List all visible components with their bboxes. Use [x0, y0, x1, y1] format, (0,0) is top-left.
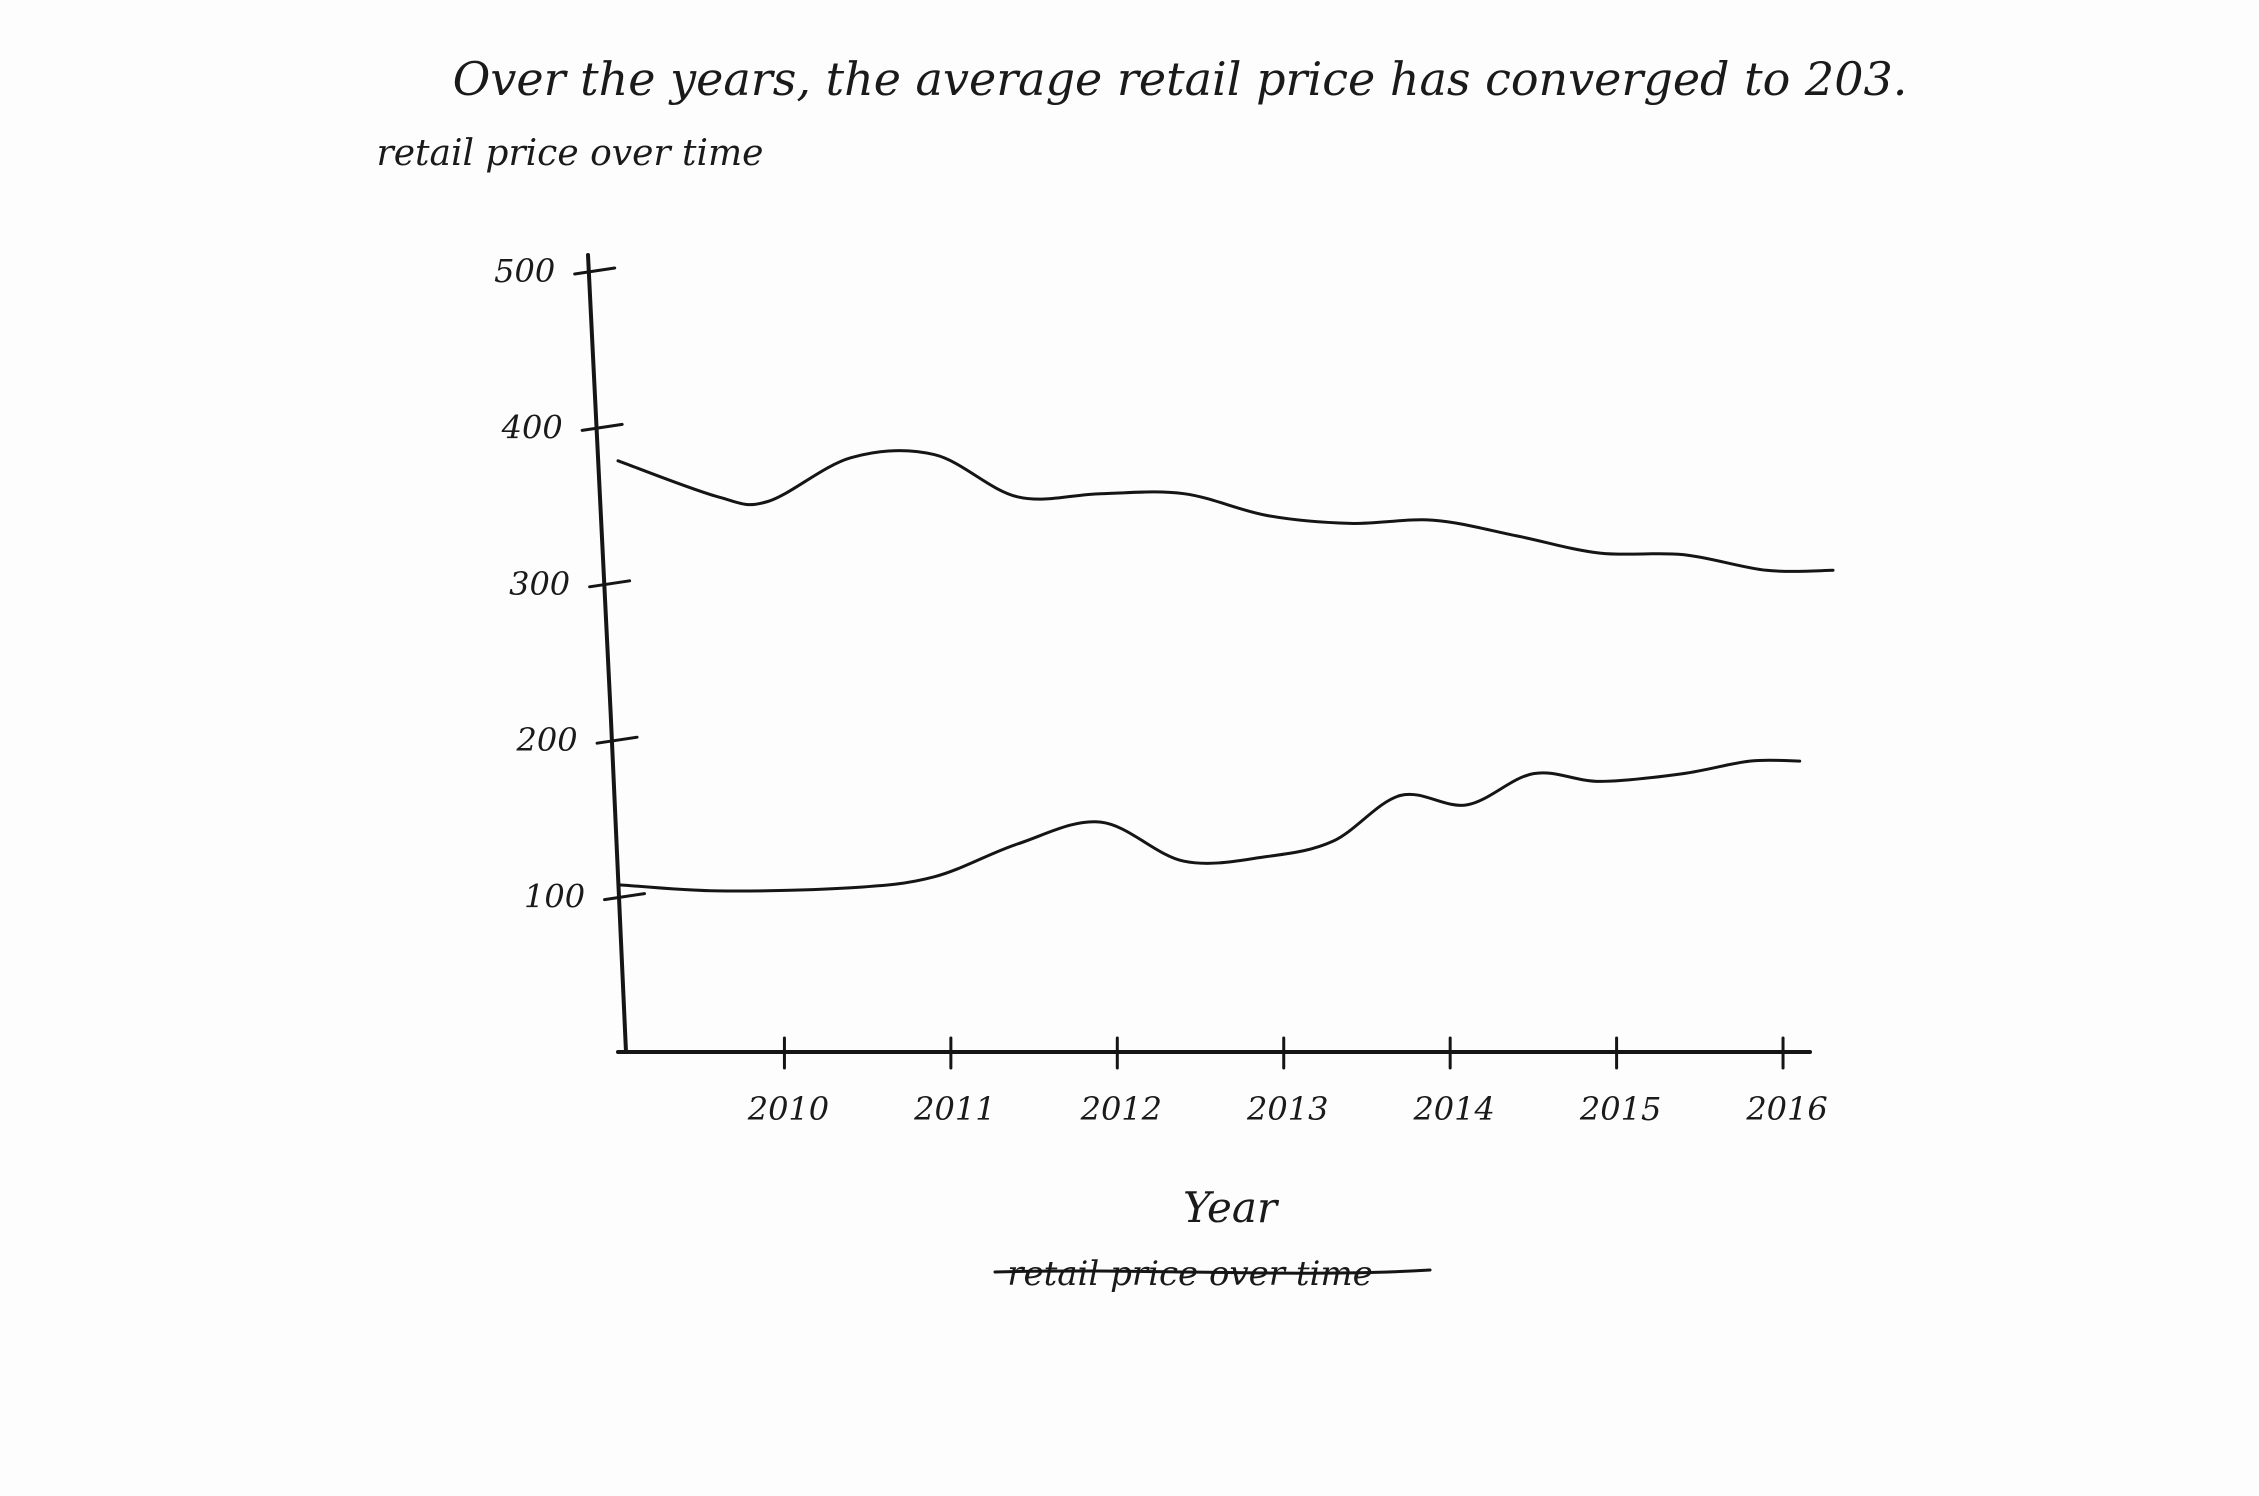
series-line-1 — [616, 449, 1835, 573]
y-tick-mark — [580, 422, 624, 432]
y-tick-label: 500 — [494, 252, 555, 290]
x-tick-label: 2014 — [1412, 1090, 1494, 1128]
x-tick-label: 2011 — [913, 1090, 995, 1128]
y-tick-mark — [588, 579, 632, 589]
y-tick-mark — [573, 266, 617, 276]
y-axis-line — [586, 253, 628, 1054]
x-tick-label: 2016 — [1745, 1090, 1827, 1128]
series-line-2 — [616, 758, 1802, 893]
chart-title: Over the years, the average retail price… — [453, 52, 1908, 106]
y-tick-label: 100 — [524, 878, 585, 916]
x-tick-label: 2013 — [1246, 1090, 1328, 1128]
x-tick-label: 2010 — [747, 1090, 829, 1128]
strike-through-line — [993, 1268, 1432, 1275]
y-tick-mark — [603, 892, 647, 902]
x-tick-label: 2012 — [1080, 1090, 1162, 1128]
x-tick-label: 2015 — [1579, 1090, 1661, 1128]
y-tick-label: 200 — [516, 721, 578, 759]
y-tick-label: 400 — [501, 408, 563, 446]
y-tick-label: 300 — [509, 565, 570, 603]
y-axis-label: retail price over time — [377, 133, 764, 174]
x-axis-label: Year — [1183, 1183, 1280, 1232]
y-tick-mark — [595, 735, 639, 745]
